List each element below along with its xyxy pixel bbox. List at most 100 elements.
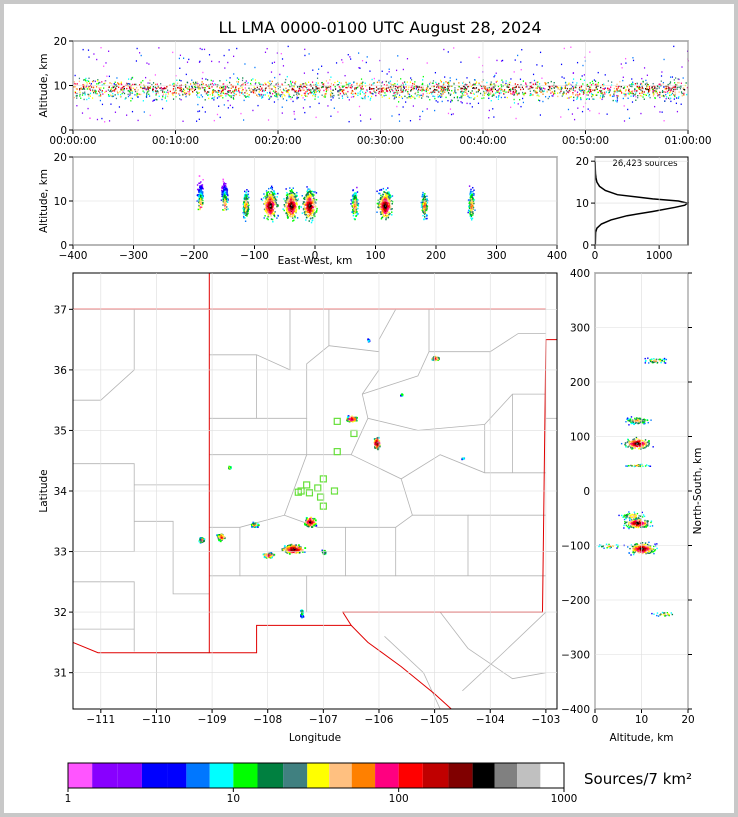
east-west-source: [307, 200, 310, 203]
east-west-source: [422, 191, 424, 194]
time-height-source: [334, 81, 336, 84]
time-height-source: [321, 94, 323, 96]
time-height-source: [630, 95, 632, 97]
time-height-source: [424, 90, 426, 92]
east-west-source: [198, 189, 201, 191]
east-west-source: [292, 191, 295, 194]
time-height-source: [499, 89, 501, 91]
east-west-source: [247, 190, 250, 193]
time-height-source: [529, 94, 531, 97]
east-west-source: [200, 181, 202, 183]
time-height-source: [261, 83, 263, 86]
county-line: [209, 418, 308, 456]
time-height-source: [244, 81, 246, 84]
east-west-source: [271, 197, 274, 199]
time-height-source: [134, 90, 137, 93]
time-height-source: [474, 83, 476, 85]
time-height-source: [542, 100, 544, 103]
time-height-source: [428, 92, 431, 95]
east-west-source: [290, 203, 292, 206]
east-west-source: [388, 197, 391, 199]
time-height-source: [500, 84, 502, 86]
time-height-source: [330, 88, 332, 90]
time-height-source: [450, 101, 452, 103]
time-height-source: [373, 90, 375, 92]
east-west-source: [277, 205, 279, 207]
time-height-source: [252, 89, 254, 91]
time-height-source: [243, 99, 245, 102]
time-height-source: [305, 95, 307, 97]
time-height-source: [120, 87, 122, 90]
time-height-source: [388, 89, 391, 91]
time-height-source: [448, 92, 450, 95]
east-west-source: [426, 202, 429, 204]
time-height-source: [367, 95, 369, 98]
east-west-source: [309, 197, 311, 199]
time-height-source: [268, 87, 270, 89]
time-height-source: [196, 81, 198, 83]
east-west-source: [468, 201, 471, 203]
east-west-source: [224, 197, 226, 199]
east-west-source: [221, 189, 223, 192]
time-height-source: [441, 86, 443, 88]
time-height-source: [504, 92, 506, 95]
east-west-source: [471, 211, 474, 214]
time-height-source: [86, 81, 88, 84]
time-height-source: [419, 118, 421, 121]
east-west-source: [312, 197, 315, 199]
time-height-source: [362, 91, 364, 93]
east-west-source: [303, 208, 306, 211]
time-height-source: [327, 82, 329, 84]
time-height-source: [93, 53, 95, 55]
time-height-source: [392, 94, 394, 97]
time-height-source: [620, 63, 622, 65]
time-height-source: [208, 87, 210, 89]
east-west-source: [283, 198, 285, 200]
time-height-source: [501, 79, 503, 81]
time-height-source: [580, 78, 582, 81]
east-west-source: [293, 205, 295, 208]
time-height-source: [253, 86, 255, 88]
time-height-source: [270, 82, 272, 85]
east-west-source: [276, 203, 278, 206]
east-west-source: [378, 202, 380, 204]
time-height-source: [262, 94, 264, 96]
time-height-source: [677, 78, 679, 80]
time-height-source: [467, 85, 470, 88]
time-height-source: [74, 91, 76, 93]
east-west-source: [421, 203, 423, 205]
time-height-source: [603, 88, 605, 90]
east-west-source: [354, 208, 357, 210]
time-height-source: [188, 86, 190, 88]
east-west-source: [271, 195, 273, 198]
east-west-source: [381, 206, 383, 208]
county-line: [239, 575, 308, 613]
east-west-source: [272, 196, 275, 199]
time-height-source: [647, 84, 649, 86]
time-height-source: [607, 87, 609, 90]
time-height-source: [109, 95, 111, 97]
east-west-source: [309, 213, 311, 215]
time-height-source: [307, 81, 310, 83]
east-west-source: [471, 204, 474, 207]
east-west-source: [310, 217, 312, 220]
time-height-source: [500, 96, 503, 99]
time-height-source: [228, 49, 230, 51]
east-west-source: [307, 199, 309, 201]
time-height-source: [422, 110, 424, 113]
east-west-source: [293, 193, 295, 195]
time-height-source: [179, 67, 181, 69]
east-west-source: [304, 204, 306, 206]
county-line: [351, 454, 546, 480]
time-height-source: [337, 91, 339, 93]
time-height-source: [107, 94, 110, 96]
time-height-source: [478, 82, 480, 84]
time-height-source: [129, 91, 131, 94]
time-height-source: [371, 92, 373, 95]
time-height-source: [398, 101, 400, 103]
time-height-source: [162, 96, 164, 98]
time-height-source: [181, 90, 183, 93]
time-height-source: [641, 77, 643, 80]
time-height-source: [88, 85, 90, 88]
east-west-source: [356, 191, 359, 193]
